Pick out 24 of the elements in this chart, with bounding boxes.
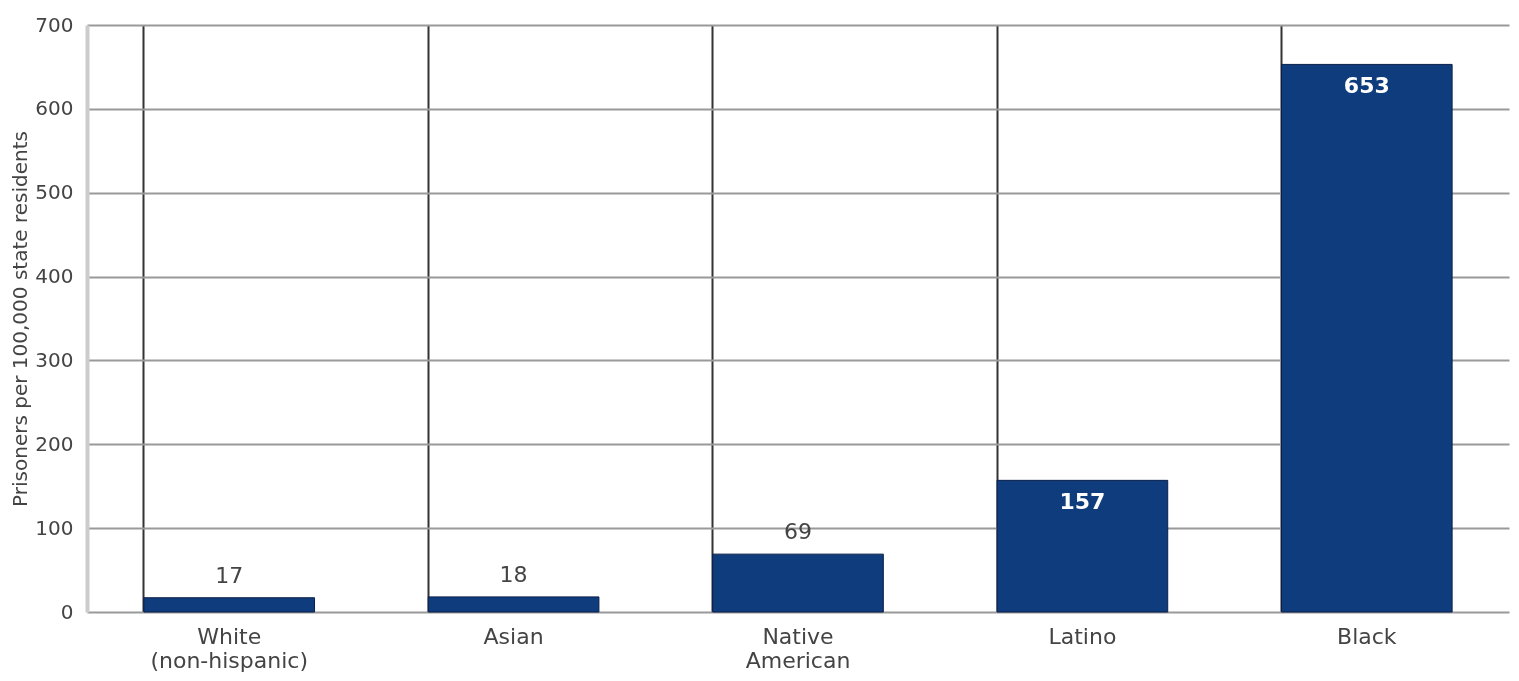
y-tick-label: 500: [35, 180, 74, 205]
x-tick-label: Latino: [1048, 623, 1117, 649]
data-label: 653: [1343, 73, 1390, 99]
bar: [1280, 63, 1453, 613]
bar: [996, 479, 1169, 613]
x-tick-label: White (non-hispanic): [150, 623, 308, 673]
x-tick-label: Black: [1337, 623, 1397, 649]
bar: [712, 553, 884, 613]
y-tick-label: 100: [35, 515, 74, 540]
y-axis-title: Prisoners per 100,000 state residents: [8, 131, 33, 507]
data-label: 69: [784, 519, 812, 545]
x-tick-label: Native American: [745, 623, 851, 673]
y-tick-label: 0: [60, 599, 74, 624]
data-label: 157: [1059, 489, 1106, 515]
y-tick-label: 400: [35, 264, 74, 289]
y-tick-label: 300: [35, 347, 74, 372]
y-tick-label: 600: [35, 96, 74, 121]
data-label: 17: [215, 562, 244, 588]
bar: [427, 596, 600, 613]
y-tick-label: 700: [35, 12, 74, 37]
y-tick-label: 200: [35, 431, 74, 456]
bar: [143, 597, 316, 613]
data-label: 18: [499, 561, 528, 587]
x-tick-label: Asian: [483, 623, 544, 649]
